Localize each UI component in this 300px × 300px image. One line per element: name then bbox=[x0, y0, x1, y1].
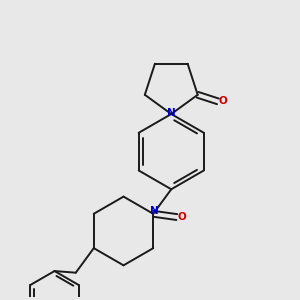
Text: N: N bbox=[150, 206, 159, 215]
Text: N: N bbox=[167, 108, 176, 118]
Text: O: O bbox=[219, 96, 227, 106]
Text: O: O bbox=[178, 212, 186, 222]
